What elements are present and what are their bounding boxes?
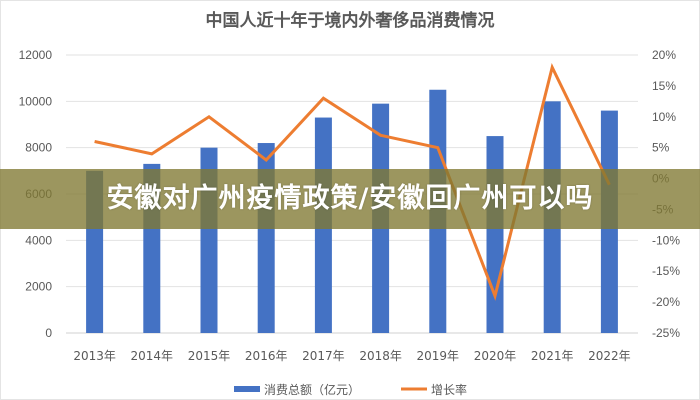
- legend-line-label: 增长率: [431, 382, 467, 397]
- x-axis-label: 2021年: [531, 349, 574, 363]
- left-axis-tick: 4000: [25, 233, 52, 247]
- left-axis-tick: 2000: [25, 280, 52, 294]
- left-axis-tick: 0: [45, 326, 52, 340]
- right-axis-tick: 20%: [652, 48, 676, 62]
- right-axis-tick: 10%: [652, 110, 676, 124]
- left-axis-tick: 8000: [25, 141, 52, 155]
- overlay-banner-text: 安徽对广州疫情政策/安徽回广州可以吗: [106, 183, 594, 214]
- x-axis-label: 2018年: [359, 349, 402, 363]
- right-axis-tick: -20%: [652, 295, 680, 309]
- left-axis-tick: 12000: [19, 48, 53, 62]
- x-axis-label: 2020年: [474, 349, 517, 363]
- right-axis-tick: 5%: [652, 141, 670, 155]
- x-axis-label: 2015年: [188, 349, 231, 363]
- right-axis-tick: -10%: [652, 233, 680, 247]
- x-axis-label: 2014年: [131, 349, 174, 363]
- right-axis-tick: -15%: [652, 264, 680, 278]
- legend-bar-swatch: [234, 386, 260, 392]
- x-axis-label: 2017年: [302, 349, 345, 363]
- x-axis-label: 2016年: [245, 349, 288, 363]
- right-axis-tick: -25%: [652, 326, 680, 340]
- right-axis-tick: 15%: [652, 79, 676, 93]
- x-axis-label: 2019年: [417, 349, 460, 363]
- x-axis-label: 2022年: [588, 349, 631, 363]
- left-axis-tick: 10000: [19, 94, 53, 108]
- x-axis-label: 2013年: [73, 349, 116, 363]
- chart-title: 中国人近十年于境内外奢侈品消费情况: [205, 11, 495, 31]
- overlay-banner: [0, 169, 700, 229]
- legend-bar-label: 消费总额（亿元）: [264, 382, 360, 397]
- bar: [486, 136, 504, 333]
